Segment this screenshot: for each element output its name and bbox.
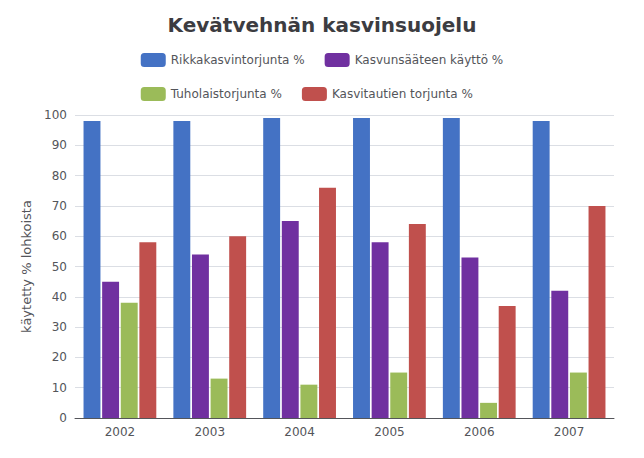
svg-text:Tuholaistorjunta %: Tuholaistorjunta % (170, 87, 282, 101)
svg-text:käytetty % lohkoista: käytetty % lohkoista (19, 200, 34, 333)
svg-text:Kevätvehnän kasvinsuojelu: Kevätvehnän kasvinsuojelu (168, 13, 477, 37)
svg-text:2003: 2003 (194, 425, 225, 439)
svg-text:Kasvitautien torjunta %: Kasvitautien torjunta % (332, 87, 473, 101)
svg-text:0: 0 (59, 411, 67, 425)
svg-text:2007: 2007 (554, 425, 585, 439)
svg-text:10: 10 (52, 381, 67, 395)
svg-text:20: 20 (52, 350, 67, 364)
svg-text:Rikkakasvintorjunta %: Rikkakasvintorjunta % (171, 53, 305, 67)
svg-text:30: 30 (52, 320, 67, 334)
svg-text:2002: 2002 (105, 425, 136, 439)
svg-text:2004: 2004 (284, 425, 315, 439)
svg-text:2005: 2005 (374, 425, 405, 439)
svg-text:60: 60 (52, 229, 67, 243)
svg-text:Kasvunsääteen käyttö %: Kasvunsääteen käyttö % (355, 53, 504, 67)
svg-text:100: 100 (44, 108, 67, 122)
svg-text:40: 40 (52, 290, 67, 304)
svg-text:50: 50 (52, 260, 67, 274)
svg-text:90: 90 (52, 138, 67, 152)
svg-text:70: 70 (52, 199, 67, 213)
svg-text:80: 80 (52, 169, 67, 183)
svg-text:2006: 2006 (464, 425, 495, 439)
